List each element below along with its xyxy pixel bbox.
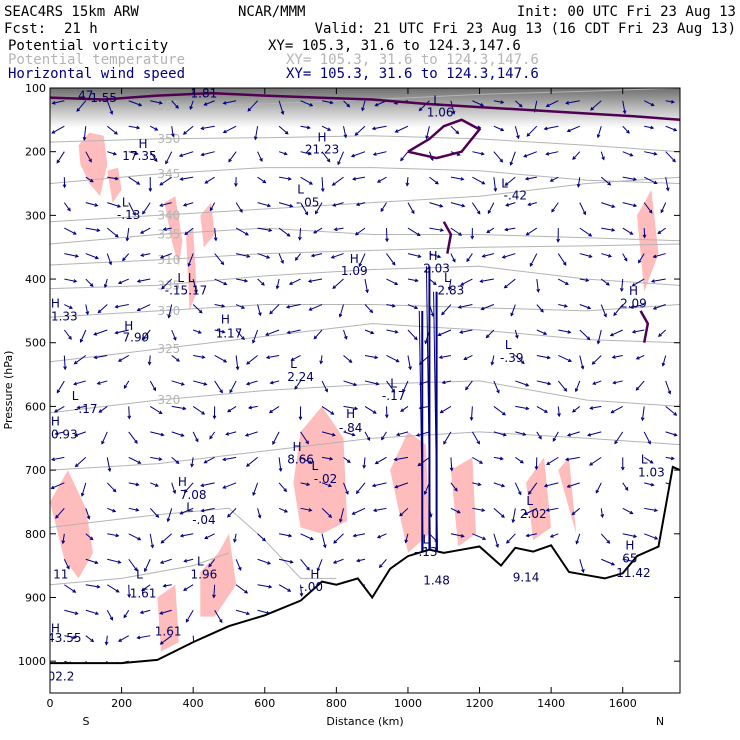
extrema-label: 1.96: [191, 567, 218, 581]
extrema-label: 1.17: [216, 327, 243, 341]
stratosphere-shading: [50, 88, 680, 128]
x-tick-label: 1200: [466, 697, 494, 710]
extrema-label: -.13: [117, 208, 140, 222]
y-tick-label: 300: [25, 209, 46, 222]
extrema-label: -.00: [300, 580, 323, 594]
y-tick-label: 800: [25, 528, 46, 541]
extrema-label: 2.24: [287, 370, 314, 384]
extrema-label: -.02: [314, 472, 337, 486]
extrema-label: H: [346, 407, 355, 421]
y-tick-label: 200: [25, 146, 46, 159]
y-axis-label: Pressure (hPa): [2, 351, 15, 430]
extrema-label: -.42: [504, 188, 527, 202]
theta-contour-label: 340: [157, 208, 180, 222]
extrema-label: 17.35: [122, 149, 156, 163]
y-tick-label: 500: [25, 337, 46, 350]
extrema-label: 1.81: [191, 87, 218, 101]
x-tick-label: 1400: [537, 697, 565, 710]
extrema-label: 1.61: [130, 586, 157, 600]
x-tick-label: 1000: [394, 697, 422, 710]
fcst-label: Fcst:: [4, 21, 46, 37]
extrema-label: 43.55: [47, 631, 81, 645]
legend-label-wind: Horizontal wind speed: [8, 66, 185, 82]
extrema-label: -.13: [414, 545, 437, 559]
extrema-label: 2.83: [438, 283, 465, 297]
extrema-label: 47: [78, 88, 93, 102]
x-tick-label: 0: [47, 697, 54, 710]
y-tick-label: 600: [25, 400, 46, 413]
extrema-label: -.17: [74, 402, 97, 416]
extrema-label: -.05: [296, 195, 319, 209]
extrema-label: -.17: [382, 389, 405, 403]
extrema-label: 1.48: [423, 574, 450, 588]
extrema-label: 102.2: [40, 669, 74, 683]
init-time: Init: 00 UTC Fri 23 Aug 13: [517, 4, 736, 20]
y-tick-label: 1000: [18, 655, 46, 668]
x-tick-label: 800: [326, 697, 347, 710]
model-title: SEAC4RS 15km ARW: [4, 4, 139, 20]
y-tick-label: 700: [25, 464, 46, 477]
extrema-label: 1.09: [341, 264, 368, 278]
theta-contour-label: 335: [157, 227, 180, 241]
extrema-label: 21.23: [305, 143, 339, 157]
extrema-label: 1.03: [638, 465, 665, 479]
extrema-label: 2.02: [520, 507, 547, 521]
extrema-label: 7.08: [180, 488, 207, 502]
theta-contour-label: 325: [157, 342, 180, 356]
y-tick-label: 100: [25, 82, 46, 95]
fcst-value: 21 h: [64, 21, 98, 37]
valid-time: Valid: 21 UTC Fri 23 Aug 13 (16 CDT Fri …: [315, 21, 736, 37]
theta-contour-label: 350: [157, 132, 180, 146]
wind-vector: [129, 406, 130, 418]
x-tick-label: 1600: [609, 697, 637, 710]
x-tick-label: 600: [254, 697, 275, 710]
legend: Potential vorticity XY= 105.3, 31.6 to 1…: [8, 38, 539, 82]
x-end-label-north: N: [656, 715, 664, 728]
extrema-label: 9.14: [513, 571, 540, 585]
extrema-label: 65: [622, 551, 637, 565]
extrema-label: -.04: [192, 513, 215, 527]
wind-vector: [386, 228, 387, 241]
extrema-label: H: [221, 313, 230, 327]
extrema-label: L: [136, 567, 143, 581]
legend-xy-wind: XY= 105.3, 31.6 to 124.3,147.6: [286, 66, 539, 82]
x-axis-label: Distance (km): [326, 715, 403, 728]
extrema-label: -.15.17: [165, 283, 208, 297]
extrema-label: 2.09: [620, 297, 647, 311]
y-tick-label: 900: [25, 591, 46, 604]
cross-section-chart: SEAC4RS 15km ARW NCAR/MMM Init: 00 UTC F…: [0, 0, 740, 740]
x-end-label-south: S: [83, 715, 90, 728]
extrema-label: 11.42: [616, 566, 650, 580]
extrema-label: 7.99: [123, 330, 150, 344]
extrema-label: -.39: [500, 351, 523, 365]
x-tick-label: 200: [111, 697, 132, 710]
extrema-label: 1.06: [427, 106, 454, 120]
y-tick-label: 400: [25, 273, 46, 286]
extrema-label: 1.55: [90, 91, 117, 105]
extrema-label: -.84: [339, 421, 362, 435]
org-label: NCAR/MMM: [238, 4, 305, 20]
x-tick-label: 400: [183, 697, 204, 710]
extrema-label: 0.93: [51, 427, 78, 441]
extrema-label: 11: [53, 567, 68, 581]
theta-contour-label: 320: [157, 393, 180, 407]
extrema-label: 1.61: [155, 625, 182, 639]
extrema-label: 1.33: [51, 309, 78, 323]
extrema-label: 8.66: [287, 453, 314, 467]
